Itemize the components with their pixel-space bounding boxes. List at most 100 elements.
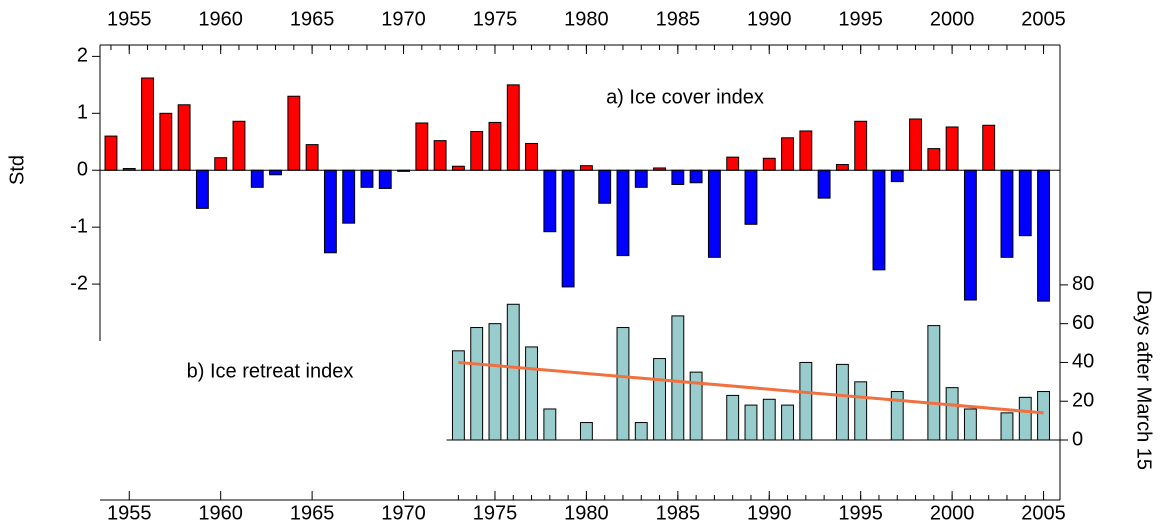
bar (671, 169, 685, 185)
x-tick-label: 1980 (564, 8, 609, 30)
bar (854, 120, 868, 171)
bar (799, 130, 813, 171)
bar (799, 361, 813, 441)
bar (141, 77, 154, 171)
bar (945, 387, 959, 441)
bar (287, 95, 301, 171)
bar (195, 169, 209, 209)
bar (177, 104, 191, 171)
y-tick-label: 2 (77, 45, 88, 67)
bar (506, 303, 520, 441)
bar (762, 157, 776, 171)
bar (269, 169, 282, 176)
y-tick-label: 40 (1072, 351, 1094, 373)
bar (1018, 169, 1032, 237)
y-tick-label: 0 (77, 159, 88, 181)
bar (543, 169, 557, 233)
y-tick-label: -2 (70, 272, 88, 294)
bar (963, 408, 977, 441)
x-tick-label: 1995 (838, 502, 883, 524)
bar (781, 137, 794, 171)
bar (598, 169, 612, 204)
y-tick-label: 1 (77, 102, 88, 124)
bar (616, 327, 630, 441)
bar (1037, 391, 1050, 441)
bar (909, 118, 922, 171)
x-tick-label: 1990 (747, 502, 792, 524)
y-tick-label: 60 (1072, 312, 1094, 334)
bar (982, 124, 996, 171)
x-tick-label: 1990 (747, 8, 792, 30)
bar (433, 140, 447, 171)
bar (214, 157, 228, 171)
bar (378, 169, 392, 189)
x-tick-label: 1960 (198, 502, 243, 524)
x-tick-label: 1965 (290, 8, 335, 30)
bar (762, 398, 776, 441)
bar (543, 408, 557, 441)
x-tick-label: 1955 (107, 502, 152, 524)
x-tick-label: 1995 (838, 8, 883, 30)
bar (342, 169, 356, 224)
bar (470, 327, 484, 441)
bar (488, 121, 502, 171)
bar (488, 323, 502, 441)
bar (726, 394, 740, 441)
bar (415, 122, 429, 171)
x-tick-label: 1980 (564, 502, 609, 524)
bar (579, 422, 593, 441)
x-tick-label: 1975 (473, 502, 518, 524)
bar (506, 84, 520, 171)
panel-annotation: b) Ice retreat index (187, 360, 354, 382)
x-tick-label: 1970 (381, 8, 426, 30)
y-tick-label: 20 (1072, 390, 1094, 412)
bar (1000, 169, 1014, 258)
bar (616, 169, 630, 257)
bar (1037, 169, 1050, 302)
bar (653, 358, 666, 441)
bar (963, 169, 977, 301)
bar (707, 169, 721, 258)
panel-annotation: a) Ice cover index (606, 86, 764, 108)
x-tick-label: 1955 (107, 8, 152, 30)
x-tick-label: 1985 (656, 8, 701, 30)
bar (104, 135, 118, 171)
y-tick-label: 0 (1072, 428, 1083, 450)
bar (305, 144, 319, 171)
bar (872, 169, 886, 271)
bar (726, 156, 740, 171)
bar (927, 148, 941, 171)
bar (890, 169, 904, 183)
bar (360, 169, 374, 188)
bar (159, 112, 173, 171)
bar (232, 120, 246, 171)
x-tick-label: 2005 (1021, 8, 1066, 30)
bar (525, 142, 538, 171)
x-tick-label: 1965 (290, 502, 335, 524)
bar (579, 165, 593, 171)
bar (671, 315, 685, 441)
bar (634, 169, 648, 188)
y2-axis-label: Days after March 15 (1133, 290, 1155, 470)
bar (250, 169, 264, 188)
trend-line (458, 360, 1044, 415)
x-tick-label: 2000 (930, 8, 975, 30)
bar (744, 404, 758, 441)
y-tick-label: 80 (1072, 273, 1094, 295)
bar (561, 169, 575, 288)
y-axis-label: Std (6, 155, 28, 185)
x-tick-label: 2000 (930, 502, 975, 524)
bar (323, 169, 337, 254)
y-tick-label: -1 (70, 215, 88, 237)
x-tick-label: 1975 (473, 8, 518, 30)
x-tick-label: 1970 (381, 502, 426, 524)
bar (451, 165, 465, 171)
bar (525, 346, 538, 441)
bar (781, 404, 794, 441)
bar (835, 164, 849, 171)
bar (835, 363, 849, 441)
bar (927, 325, 941, 441)
bar (1000, 412, 1014, 441)
bar (817, 169, 831, 199)
